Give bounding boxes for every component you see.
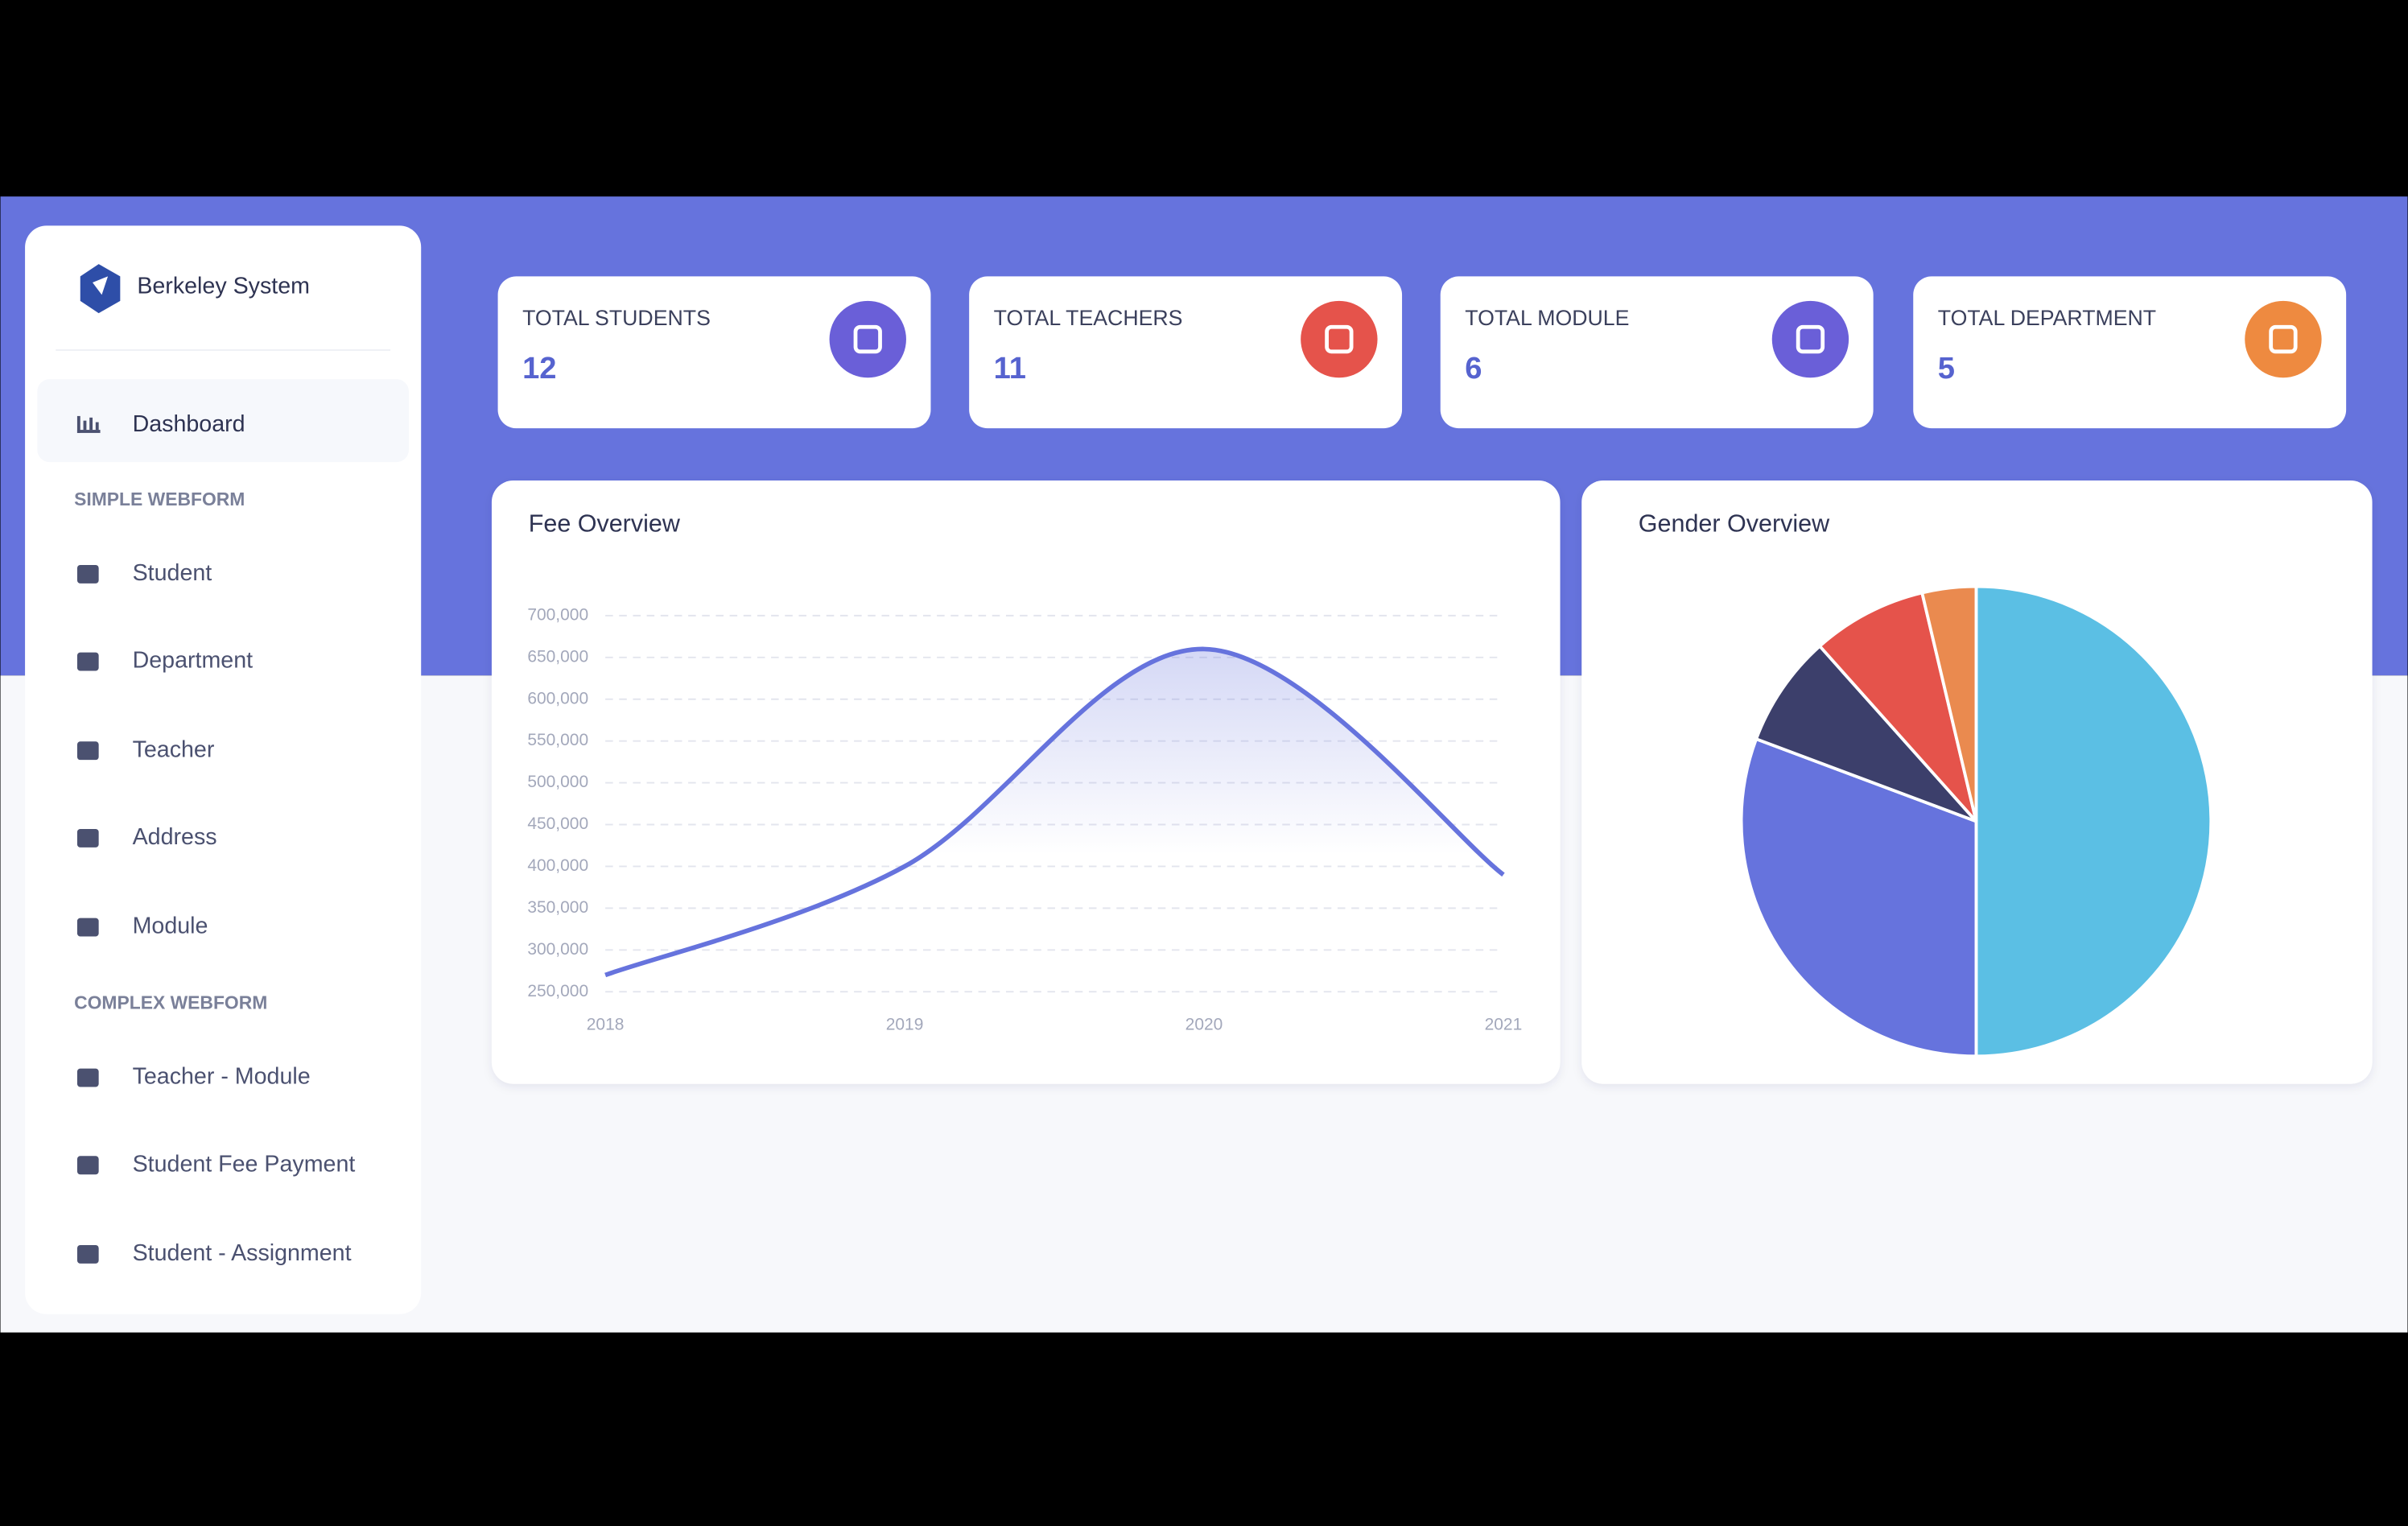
y-tick-label: 300,000 — [527, 940, 588, 959]
stat-icon — [1771, 300, 1849, 378]
stat-card — [497, 276, 931, 429]
stat-icon — [2245, 300, 2322, 378]
nav-icon — [76, 652, 99, 671]
pie-slice — [1919, 584, 1978, 822]
nav-icon — [76, 918, 99, 937]
line — [604, 646, 1505, 978]
nav-active-bg[interactable] — [37, 379, 409, 463]
y-tick-label: 600,000 — [527, 689, 588, 707]
nav-section: SIMPLE WEBFORM — [74, 489, 245, 509]
area — [605, 649, 1503, 992]
nav-icon — [76, 1068, 99, 1087]
stat-card — [1440, 276, 1874, 429]
chart-title: Fee Overview — [529, 509, 681, 537]
stat-title: TOTAL STUDENTS — [522, 306, 711, 330]
stat-icon-glyph — [2269, 324, 2298, 354]
y-tick-label: 500,000 — [527, 773, 588, 791]
stat-value: 11 — [994, 351, 1026, 386]
nav-item[interactable]: Teacher - Module — [133, 1064, 311, 1090]
stat-value: 12 — [522, 351, 556, 386]
nav-section: COMPLEX WEBFORM — [74, 992, 267, 1013]
y-tick-label: 250,000 — [527, 982, 588, 1000]
stat-card — [1913, 276, 2347, 429]
nav-icon — [76, 1244, 99, 1264]
stat-card — [969, 276, 1403, 429]
logo-mark — [93, 276, 109, 295]
nav-icon — [76, 1156, 99, 1175]
stat-icon-glyph — [853, 324, 882, 354]
y-tick-label: 550,000 — [527, 731, 588, 749]
nav-item[interactable]: Module — [133, 914, 208, 939]
stat-title: TOTAL DEPARTMENT — [1938, 306, 2156, 330]
stat-value: 6 — [1465, 351, 1482, 386]
x-tick-label: 2018 — [587, 1016, 625, 1034]
top-bar — [0, 0, 2408, 197]
nav-icon — [76, 741, 99, 761]
pie-slice — [1754, 644, 1977, 823]
pie-slice — [1974, 584, 2213, 1058]
nav-icon — [76, 829, 99, 848]
x-tick-label: 2021 — [1485, 1016, 1523, 1034]
nav-icon — [76, 564, 99, 584]
stat-title: TOTAL MODULE — [1465, 306, 1629, 330]
y-tick-label: 650,000 — [527, 647, 588, 666]
pie-slice — [1739, 736, 1978, 1058]
y-tick-label: 700,000 — [527, 605, 588, 624]
dashboard-icon — [76, 415, 101, 433]
y-tick-label: 450,000 — [527, 815, 588, 833]
nav-item[interactable]: Department — [133, 648, 254, 674]
nav-item[interactable]: Student Fee Payment — [133, 1151, 356, 1177]
y-tick-label: 400,000 — [527, 856, 588, 875]
sidebar — [25, 225, 422, 1314]
stat-icon — [1301, 300, 1378, 378]
bottom-bar — [0, 1332, 2408, 1526]
pie-slice — [1817, 591, 1978, 823]
nav-item[interactable]: Dashboard — [133, 411, 245, 437]
nav-item[interactable]: Address — [133, 824, 217, 850]
chart-title: Gender Overview — [1639, 509, 1830, 537]
stat-icon-glyph — [1796, 324, 1825, 354]
nav-item[interactable]: Teacher — [133, 736, 215, 762]
stat-value: 5 — [1938, 351, 1955, 386]
x-tick-label: 2019 — [886, 1016, 924, 1034]
nav-item[interactable]: Student — [133, 560, 212, 586]
y-tick-label: 350,000 — [527, 898, 588, 917]
stat-icon — [829, 300, 906, 378]
stat-icon-glyph — [1325, 324, 1354, 354]
brand: Berkeley System — [137, 273, 310, 299]
x-tick-label: 2020 — [1185, 1016, 1223, 1034]
stat-title: TOTAL TEACHERS — [994, 306, 1183, 330]
nav-item[interactable]: Student - Assignment — [133, 1240, 352, 1266]
